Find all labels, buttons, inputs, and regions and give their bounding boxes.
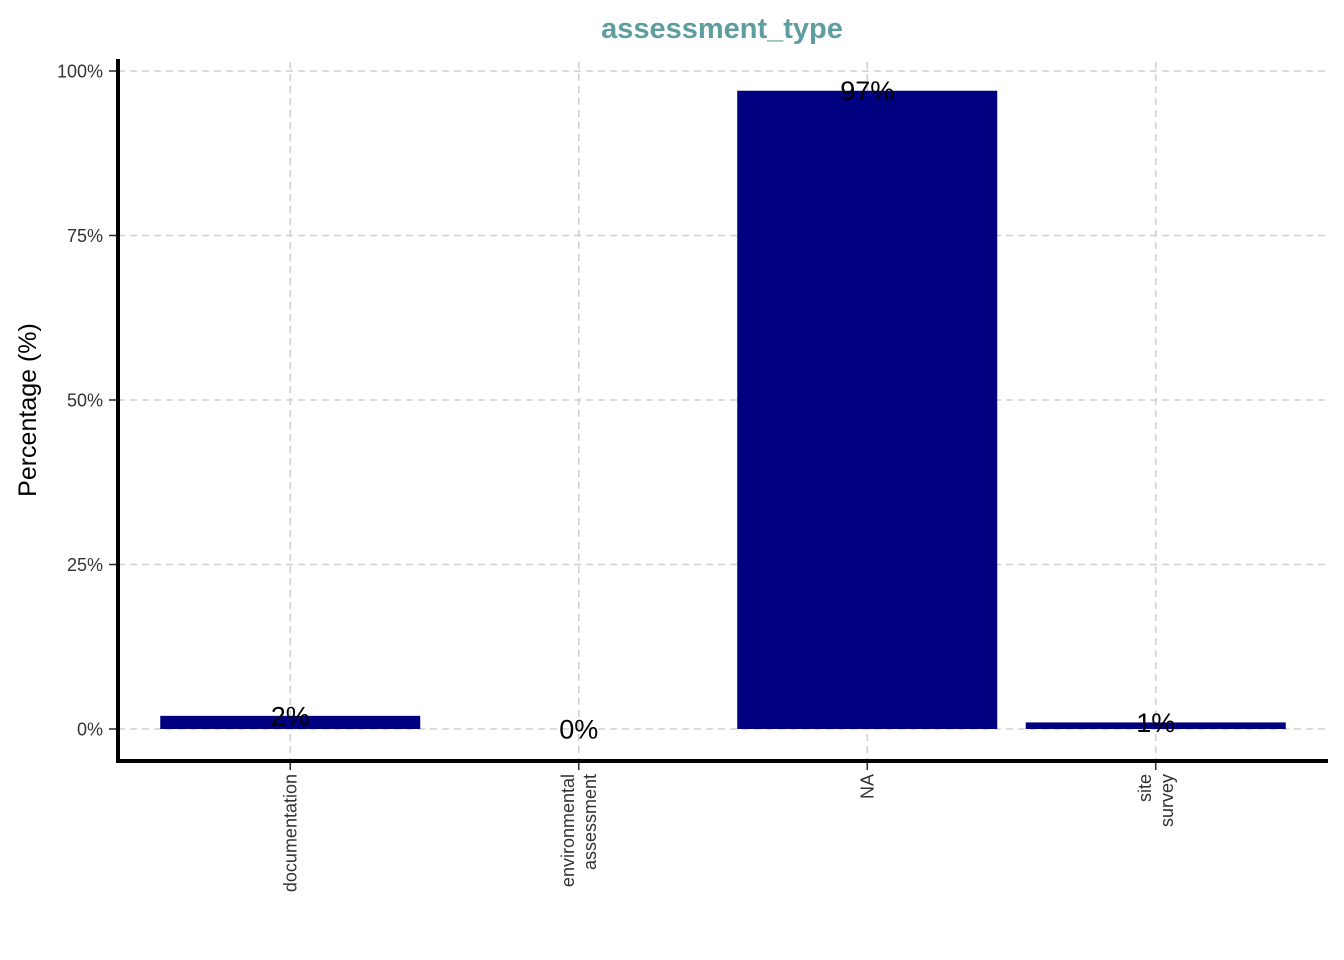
data-label: 1% xyxy=(1136,708,1175,738)
bar xyxy=(160,715,421,729)
y-tick-label: 25% xyxy=(67,555,103,575)
y-axis-label: Percentage (%) xyxy=(14,323,42,497)
y-tick-label: 75% xyxy=(67,226,103,246)
data-label: 0% xyxy=(559,714,598,744)
x-tick-label: documentation xyxy=(281,774,301,892)
chart-title: assessment_type xyxy=(601,13,843,45)
bar xyxy=(1025,722,1286,729)
data-label: 97% xyxy=(840,76,894,106)
y-tick-label: 100% xyxy=(57,61,103,81)
bar xyxy=(737,90,998,730)
x-tick-label: assessment xyxy=(580,774,600,870)
axes xyxy=(116,59,1328,763)
y-ticks: 0% 25% 50% 75% 100% xyxy=(57,61,116,739)
x-tick-label: environmental xyxy=(558,774,578,887)
data-labels: 2% 0% 97% 1% xyxy=(271,76,1176,744)
x-ticks: documentation environmental assessment NA si… xyxy=(281,763,1177,892)
y-tick-label: 0% xyxy=(77,719,103,739)
gridlines xyxy=(118,62,1328,761)
data-label: 2% xyxy=(271,701,310,731)
bars xyxy=(160,90,1286,730)
x-tick-label: site xyxy=(1135,774,1155,802)
x-tick-label: survey xyxy=(1157,774,1177,827)
x-tick-label: NA xyxy=(858,774,878,799)
y-tick-label: 50% xyxy=(67,390,103,410)
